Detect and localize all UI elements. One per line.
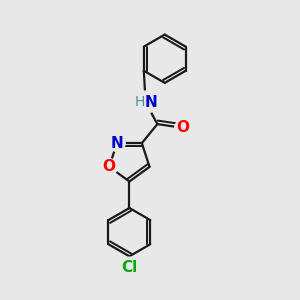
Circle shape bbox=[134, 91, 157, 113]
Text: N: N bbox=[145, 95, 157, 110]
Text: H: H bbox=[135, 95, 146, 109]
Circle shape bbox=[109, 135, 125, 152]
Text: O: O bbox=[176, 120, 190, 135]
Circle shape bbox=[119, 257, 140, 278]
Text: Cl: Cl bbox=[121, 260, 137, 275]
Text: N: N bbox=[111, 136, 123, 151]
Text: O: O bbox=[103, 159, 116, 174]
Circle shape bbox=[101, 159, 118, 175]
Circle shape bbox=[175, 120, 191, 136]
